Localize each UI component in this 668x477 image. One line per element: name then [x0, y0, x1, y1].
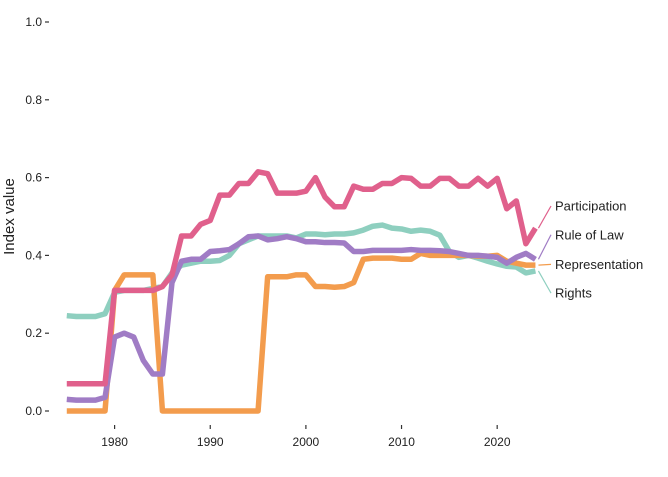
label-leader-line: [537, 270, 552, 294]
series-label-representation: Representation: [555, 257, 643, 272]
y-tick-label: 0.2: [25, 326, 42, 340]
line-end-labels: Participation Rule of Law Representation Ri…: [537, 198, 643, 301]
y-tick-label: 0.0: [25, 404, 42, 418]
x-axis: 1980 1990 2000 2010 2020: [101, 425, 511, 449]
label-leader-line: [537, 234, 552, 260]
series-line-representation: [66, 250, 536, 414]
series-label-participation: Participation: [555, 198, 627, 213]
y-tick-label: 0.6: [25, 171, 42, 185]
x-tick-label: 2000: [293, 435, 320, 449]
y-axis-label: Index value: [1, 178, 18, 255]
y-axis: 0.0 0.2 0.4 0.6 0.8 1.0: [25, 15, 49, 418]
x-tick-label: 1990: [197, 435, 224, 449]
series-line-rule-of-law: [66, 233, 537, 403]
x-tick-label: 1980: [101, 435, 128, 449]
y-tick-label: 1.0: [25, 15, 42, 29]
x-tick-label: 2010: [388, 435, 415, 449]
label-leader-line: [538, 263, 552, 266]
series-line-participation: [66, 169, 538, 387]
series-label-rights: Rights: [555, 286, 592, 301]
x-tick-label: 2020: [484, 435, 511, 449]
series-label-rule-of-law: Rule of Law: [555, 227, 624, 242]
label-leader-line: [537, 205, 552, 229]
y-tick-label: 0.4: [25, 248, 42, 262]
y-tick-label: 0.8: [25, 93, 42, 107]
series-layer: [66, 169, 538, 414]
